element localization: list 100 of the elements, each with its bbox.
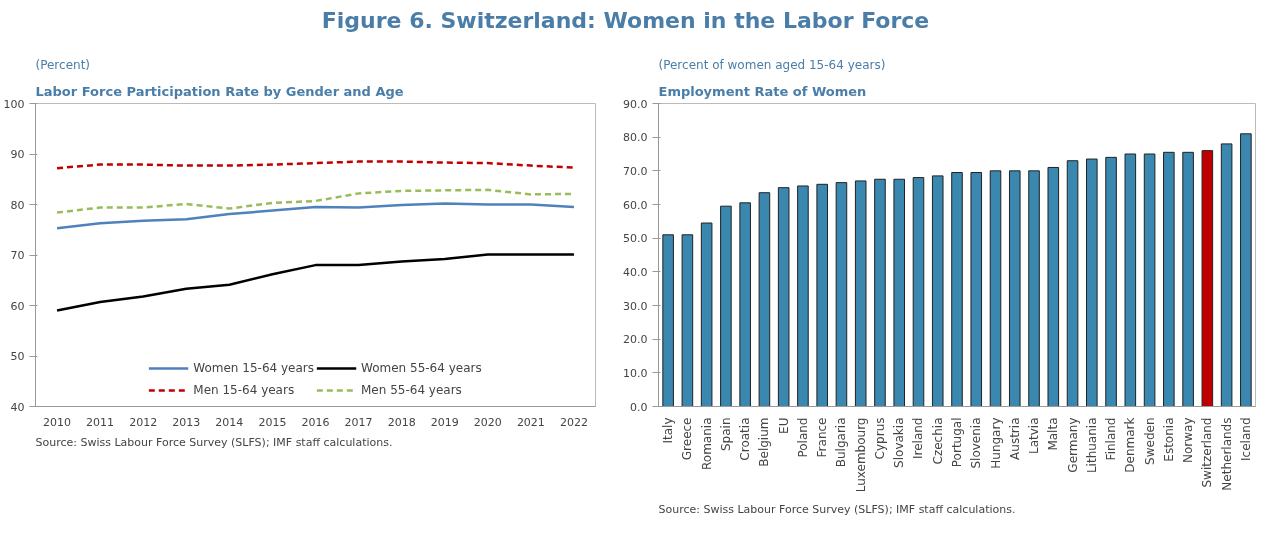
y-tick-label: 90.0 [623, 97, 648, 111]
x-tick-label: Ireland [911, 417, 926, 459]
x-tick-label: 2016 [301, 415, 330, 429]
x-tick-label: Spain [718, 417, 733, 452]
bar [874, 178, 886, 407]
bar [931, 175, 944, 407]
x-tick-label: Hungary [988, 417, 1003, 469]
x-tick-label: Greece [680, 417, 695, 461]
x-tick-label: Germany [1065, 417, 1080, 473]
bar [989, 170, 1002, 407]
x-tick-label: Denmark [1123, 417, 1138, 473]
x-tick-label: 2020 [473, 415, 502, 429]
x-tick-label: France [815, 417, 830, 458]
bar [1008, 170, 1021, 407]
bar [1182, 151, 1194, 407]
legend-label: Women 55-64 years [361, 361, 482, 375]
y-tick-label: 80.0 [623, 131, 648, 145]
bar [1220, 143, 1233, 407]
y-tick-label: 40 [10, 400, 25, 414]
x-tick-label: 2017 [344, 415, 373, 429]
y-tick-label: 50 [10, 350, 25, 363]
y-tick-label: 60 [10, 299, 25, 313]
line-series [55, 160, 576, 170]
chart-subtitle: (Percent of women aged 15-64 years) [658, 57, 886, 72]
legend-label: Women 15-64 years [193, 361, 314, 375]
bar [1086, 158, 1098, 407]
bar [1028, 170, 1040, 407]
x-tick-label: 2014 [215, 415, 244, 429]
x-tick-label: Sweden [1142, 417, 1157, 465]
y-tick-label: 20.0 [623, 333, 648, 347]
x-tick-label: 2018 [387, 415, 416, 429]
bar [854, 180, 867, 407]
x-tick-label: 2019 [430, 415, 459, 429]
y-tick-label: 100 [3, 97, 25, 111]
y-tick-label: 80 [10, 198, 25, 212]
bar [1124, 153, 1137, 407]
bar [912, 177, 925, 407]
x-tick-label: 2022 [559, 415, 588, 429]
legend-label: Men 15-64 years [193, 383, 295, 397]
bar [1143, 153, 1156, 407]
x-tick-label: Latvia [1027, 417, 1042, 455]
y-tick-label: 70.0 [623, 164, 648, 178]
bar [739, 202, 751, 407]
x-tick-label: Slovakia [892, 417, 907, 468]
bar [835, 182, 848, 407]
y-tick-label: 70 [10, 249, 25, 262]
bar [951, 172, 963, 407]
x-tick-label: Finland [1104, 417, 1119, 461]
bar [970, 172, 983, 407]
x-tick-label: Iceland [1238, 417, 1253, 461]
bar [1066, 160, 1079, 407]
x-tick-label: Cyprus [872, 417, 887, 460]
x-tick-label: Norway [1181, 417, 1196, 464]
bar [1163, 151, 1175, 407]
bar [1047, 166, 1060, 407]
x-tick-label: Netherlands [1219, 417, 1234, 491]
x-tick-label: 2011 [86, 415, 115, 429]
x-tick-label: 2021 [516, 415, 545, 429]
bar [1201, 150, 1214, 407]
bar [720, 205, 732, 407]
x-tick-label: Belgium [757, 417, 772, 467]
source-note: Source: Swiss Labour Force Survey (SLFS); IMF staff calculations. [658, 502, 1016, 516]
x-tick-label: 2010 [43, 415, 72, 429]
source-note: Source: Swiss Labour Force Survey (SLFS); IMF staff calculations. [35, 435, 393, 449]
bar [797, 185, 809, 407]
x-tick-label: Switzerland [1200, 417, 1215, 488]
bar [1105, 156, 1117, 407]
x-tick-label: 2015 [258, 415, 287, 429]
chart-title: Labor Force Participation Rate by Gender and Age [35, 83, 404, 99]
bar [758, 192, 771, 407]
x-tick-label: Italy [661, 417, 676, 444]
x-tick-label: Austria [1007, 417, 1022, 460]
bar [1240, 133, 1252, 407]
x-tick-label: Bulgaria [834, 417, 849, 468]
bar [662, 234, 674, 407]
line-series [55, 253, 576, 312]
legend-label: Men 55-64 years [361, 383, 462, 397]
y-tick-label: 0.0 [630, 400, 648, 414]
x-tick-label: Croatia [738, 417, 753, 461]
x-tick-label: Slovenia [969, 417, 984, 469]
chart-subtitle: (Percent) [35, 57, 91, 72]
y-tick-label: 10.0 [623, 366, 648, 380]
bar [816, 183, 828, 407]
x-tick-label: 2012 [129, 415, 158, 429]
bar [777, 187, 790, 407]
bar [681, 234, 694, 407]
x-tick-label: Czechia [930, 417, 945, 465]
y-tick-label: 50.0 [623, 232, 648, 246]
x-tick-label: Malta [1046, 417, 1061, 451]
bar [700, 222, 713, 407]
x-tick-label: Poland [795, 417, 810, 458]
x-tick-label: Lithuania [1084, 417, 1099, 474]
y-tick-label: 30.0 [623, 299, 648, 313]
x-tick-label: Estonia [1161, 417, 1176, 462]
text: Figure 6. Switzerland: Women in the Labor Force [321, 7, 930, 33]
x-tick-label: 2013 [172, 415, 201, 429]
y-tick-label: 40.0 [623, 265, 648, 279]
y-tick-label: 90 [10, 148, 25, 161]
line-series [55, 202, 576, 230]
bar [893, 178, 906, 407]
